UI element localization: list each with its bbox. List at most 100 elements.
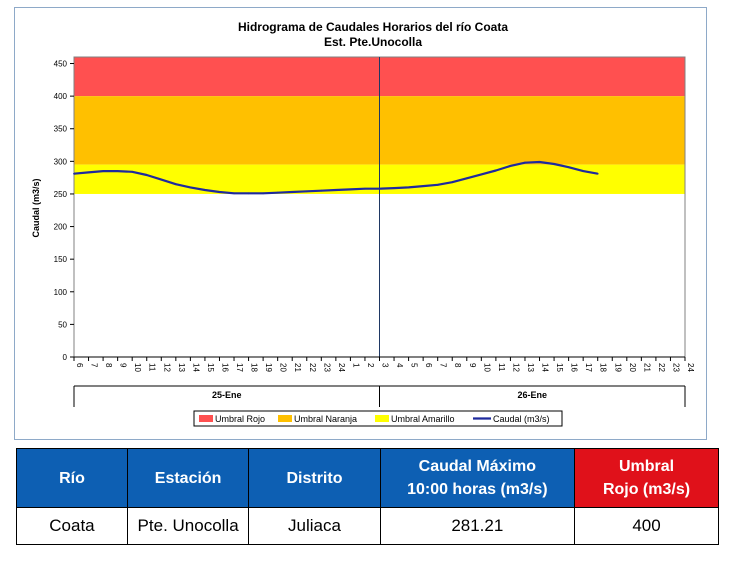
cell-caudal-maximo: 281.21 <box>379 507 576 545</box>
y-tick-label: 300 <box>54 157 68 166</box>
x-tick-label: 23 <box>322 363 331 372</box>
cell-umbral-rojo: 400 <box>574 507 719 545</box>
data-point <box>480 173 483 176</box>
y-tick-label: 150 <box>54 255 68 264</box>
data-point <box>334 189 337 191</box>
data-point <box>247 192 250 195</box>
y-tick-label: 400 <box>54 92 68 101</box>
x-tick-label: 7 <box>439 363 448 368</box>
header-umbral-line2: Rojo (m3/s) <box>602 481 691 498</box>
x-tick-label: 9 <box>119 363 128 368</box>
x-tick-label: 23 <box>671 363 680 372</box>
legend-umbral-naranja-label: Umbral Naranja <box>294 414 357 424</box>
legend-umbral-naranja-swatch <box>278 415 292 422</box>
data-point <box>407 186 410 189</box>
data-point <box>509 165 512 167</box>
x-tick-label: 21 <box>293 363 302 372</box>
data-point <box>102 170 104 173</box>
data-point <box>233 192 235 195</box>
x-tick-label: 2 <box>366 363 375 368</box>
day-label: 25-Ene <box>212 390 242 400</box>
data-point <box>204 189 206 191</box>
x-tick-label: 15 <box>555 363 564 372</box>
chart-title: Hidrograma de Caudales Horarios del río … <box>238 20 508 34</box>
x-tick-label: 6 <box>75 363 84 368</box>
data-point <box>349 188 352 191</box>
data-point <box>553 163 555 165</box>
header-distrito: Distrito <box>248 448 381 508</box>
data-point <box>524 161 526 164</box>
header-umbral-rojo: Umbral Rojo (m3/s) <box>574 448 719 508</box>
x-tick-label: 22 <box>657 363 666 372</box>
x-tick-label: 10 <box>133 363 142 372</box>
x-tick-label: 11 <box>148 363 157 372</box>
data-point <box>189 186 192 189</box>
x-tick-label: 20 <box>279 363 288 372</box>
data-point <box>291 191 294 193</box>
x-tick-label: 11 <box>497 363 506 372</box>
header-caudal-line2: 10:00 horas (m3/s) <box>407 481 548 498</box>
x-tick-label: 17 <box>235 363 244 372</box>
data-point <box>145 174 148 176</box>
cell-rio: Coata <box>16 507 128 545</box>
y-tick-label: 100 <box>54 288 68 297</box>
day-label: 26-Ene <box>517 390 547 400</box>
x-tick-label: 8 <box>453 363 462 368</box>
legend-caudal-label: Caudal (m3/s) <box>493 414 550 424</box>
legend-umbral-amarillo-swatch <box>375 415 389 422</box>
data-point <box>73 172 75 175</box>
data-point <box>174 183 177 186</box>
x-tick-label: 18 <box>250 363 259 372</box>
data-point <box>451 181 454 184</box>
chart-frame: Hidrograma de Caudales Horarios del río … <box>14 7 707 440</box>
x-tick-label: 9 <box>468 363 477 368</box>
data-point <box>160 178 163 181</box>
cell-distrito: Juliaca <box>248 507 381 545</box>
table-header-row: Río Estación Distrito Caudal Máximo 10:0… <box>16 448 719 508</box>
y-tick-label: 350 <box>54 125 68 134</box>
header-estacion: Estación <box>126 448 250 508</box>
data-point <box>305 190 308 193</box>
data-point <box>131 170 134 173</box>
data-point <box>320 189 323 192</box>
y-tick-label: 450 <box>54 60 68 69</box>
x-tick-label: 16 <box>220 363 229 372</box>
header-rio: Río <box>16 448 128 508</box>
data-point <box>494 169 497 172</box>
x-tick-label: 3 <box>381 363 390 368</box>
y-tick-label: 50 <box>58 320 67 329</box>
table-row: Coata Pte. Unocolla Juliaca 281.21 400 <box>16 507 719 545</box>
x-tick-label: 18 <box>599 363 608 372</box>
x-tick-label: 17 <box>584 363 593 372</box>
x-tick-label: 8 <box>104 363 113 368</box>
header-caudal-maximo: Caudal Máximo 10:00 horas (m3/s) <box>379 448 576 508</box>
x-tick-label: 5 <box>410 363 419 368</box>
x-tick-label: 21 <box>642 363 651 372</box>
header-umbral-line1: Umbral <box>618 458 675 475</box>
legend-umbral-rojo-label: Umbral Rojo <box>215 414 265 424</box>
data-point <box>262 192 265 195</box>
flow-summary-table: Río Estación Distrito Caudal Máximo 10:0… <box>16 448 719 545</box>
x-tick-label: 13 <box>177 363 186 372</box>
x-tick-label: 16 <box>570 363 579 372</box>
x-tick-label: 1 <box>351 363 360 368</box>
data-point <box>364 187 366 190</box>
x-tick-label: 19 <box>264 363 273 372</box>
data-point <box>378 187 381 190</box>
data-point <box>538 161 541 163</box>
data-point <box>276 191 279 194</box>
data-point <box>436 183 439 186</box>
x-tick-label: 22 <box>308 363 317 372</box>
x-tick-label: 20 <box>628 363 637 372</box>
data-point <box>116 170 119 173</box>
x-tick-label: 12 <box>511 363 520 372</box>
x-tick-label: 4 <box>395 363 404 368</box>
x-tick-label: 7 <box>90 363 99 368</box>
data-point <box>393 187 395 189</box>
data-point <box>582 170 585 173</box>
data-point <box>218 191 221 193</box>
y-tick-label: 0 <box>63 353 68 362</box>
chart-subtitle: Est. Pte.Unocolla <box>324 35 422 49</box>
x-tick-label: 14 <box>191 363 200 372</box>
y-tick-label: 250 <box>54 190 68 199</box>
